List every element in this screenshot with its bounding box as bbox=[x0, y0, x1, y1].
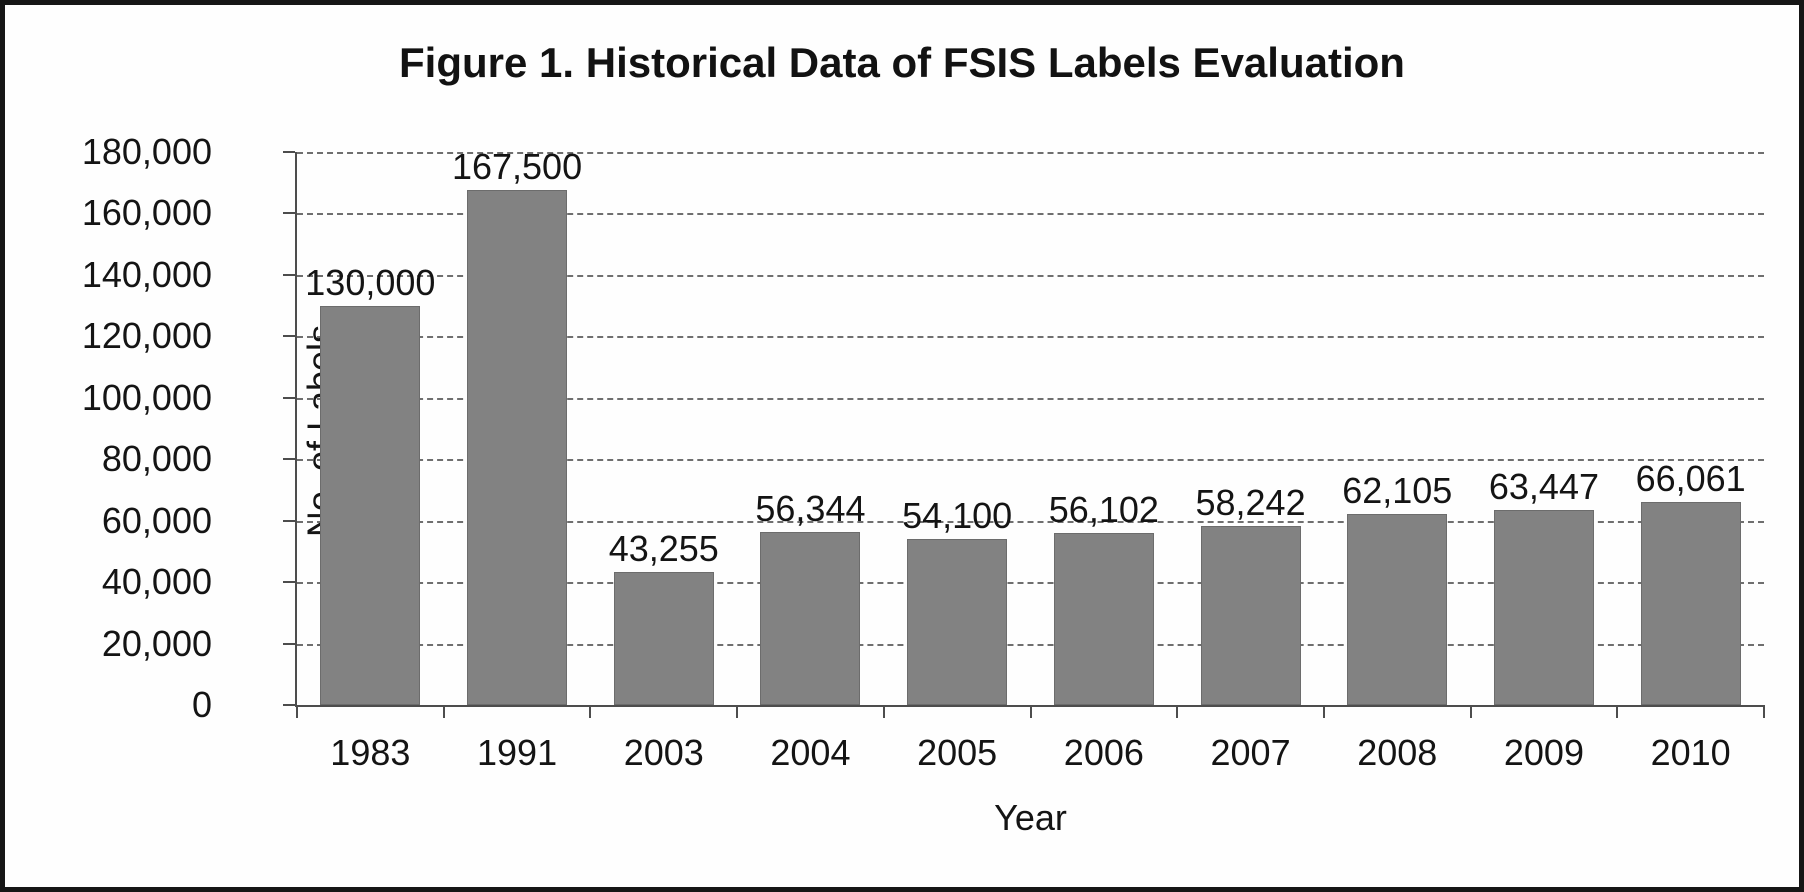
y-tick-label: 120,000 bbox=[81, 315, 212, 357]
gridline bbox=[297, 459, 1764, 462]
bar-value-label: 56,344 bbox=[755, 487, 866, 529]
x-tick-label: 1983 bbox=[330, 732, 411, 773]
bar bbox=[320, 305, 421, 705]
x-axis-tick bbox=[882, 705, 885, 718]
gridline bbox=[297, 520, 1764, 523]
y-axis-tick bbox=[283, 642, 295, 645]
bar-value-label: 56,102 bbox=[1048, 488, 1159, 530]
bar bbox=[467, 190, 568, 705]
y-tick-label: 20,000 bbox=[101, 622, 212, 664]
bar-value-label: 62,105 bbox=[1342, 470, 1453, 512]
x-axis-tick bbox=[1176, 705, 1179, 718]
y-tick-label: 160,000 bbox=[81, 192, 212, 234]
x-tick-label: 2005 bbox=[917, 732, 998, 773]
y-tick-label: 180,000 bbox=[81, 131, 212, 172]
gridline bbox=[297, 397, 1764, 400]
x-axis-tick bbox=[442, 705, 445, 718]
y-tick-label: 100,000 bbox=[81, 376, 212, 418]
x-tick-label: 2009 bbox=[1503, 732, 1584, 773]
x-axis-title: Year bbox=[994, 797, 1067, 838]
bar-value-label: 66,061 bbox=[1635, 458, 1746, 500]
x-axis-tick bbox=[1029, 705, 1032, 718]
bar bbox=[1200, 526, 1301, 705]
y-axis-tick bbox=[283, 335, 295, 338]
bar bbox=[760, 531, 861, 705]
y-tick-label: 80,000 bbox=[101, 438, 212, 480]
x-axis-tick bbox=[296, 705, 298, 718]
plot-area: No. of Labels Year 020,00040,00060,00080… bbox=[82, 134, 1765, 838]
x-axis-tick bbox=[1763, 705, 1765, 718]
x-tick-label: 2003 bbox=[623, 732, 704, 773]
x-axis-tick bbox=[1469, 705, 1472, 718]
x-axis-tick bbox=[736, 705, 739, 718]
bar bbox=[1053, 532, 1154, 705]
y-axis-tick bbox=[283, 519, 295, 522]
x-tick-label: 2004 bbox=[770, 732, 851, 773]
x-tick-label: 2007 bbox=[1210, 732, 1291, 773]
gridline bbox=[297, 274, 1764, 277]
bar bbox=[1493, 510, 1594, 705]
bar bbox=[1640, 502, 1741, 705]
y-tick-label: 40,000 bbox=[101, 561, 212, 603]
bar-value-label: 130,000 bbox=[305, 261, 436, 303]
y-axis-tick bbox=[283, 151, 295, 153]
x-tick-label: 2010 bbox=[1650, 732, 1731, 773]
x-axis-tick bbox=[589, 705, 592, 718]
bar-value-label: 43,255 bbox=[608, 528, 719, 570]
y-axis-tick bbox=[283, 273, 295, 276]
gridline bbox=[297, 643, 1764, 646]
bar-value-label: 63,447 bbox=[1488, 466, 1599, 508]
y-axis-tick bbox=[283, 581, 295, 584]
y-tick-label: 140,000 bbox=[81, 253, 212, 295]
chart-title: Figure 1. Historical Data of FSIS Labels… bbox=[399, 39, 1405, 86]
bar-value-label: 58,242 bbox=[1195, 482, 1306, 524]
bar bbox=[1347, 514, 1448, 705]
gridline bbox=[297, 152, 1764, 154]
y-tick-label: 60,000 bbox=[101, 499, 212, 541]
y-axis-tick bbox=[283, 396, 295, 399]
bar bbox=[907, 538, 1008, 705]
gridline bbox=[297, 582, 1764, 585]
bar bbox=[613, 572, 714, 705]
x-tick-label: 2006 bbox=[1063, 732, 1144, 773]
y-axis-tick bbox=[283, 704, 295, 706]
x-axis-tick bbox=[1616, 705, 1619, 718]
gridline bbox=[297, 336, 1764, 339]
x-axis-tick bbox=[1322, 705, 1325, 718]
y-axis-tick bbox=[283, 458, 295, 461]
y-tick-label: 0 bbox=[191, 684, 212, 725]
gridline bbox=[297, 213, 1764, 216]
x-tick-label: 1991 bbox=[477, 732, 558, 773]
bar-value-label: 54,100 bbox=[902, 494, 1013, 536]
y-axis-tick bbox=[283, 212, 295, 215]
bar-value-label: 167,500 bbox=[451, 146, 583, 188]
x-tick-label: 2008 bbox=[1357, 732, 1438, 773]
